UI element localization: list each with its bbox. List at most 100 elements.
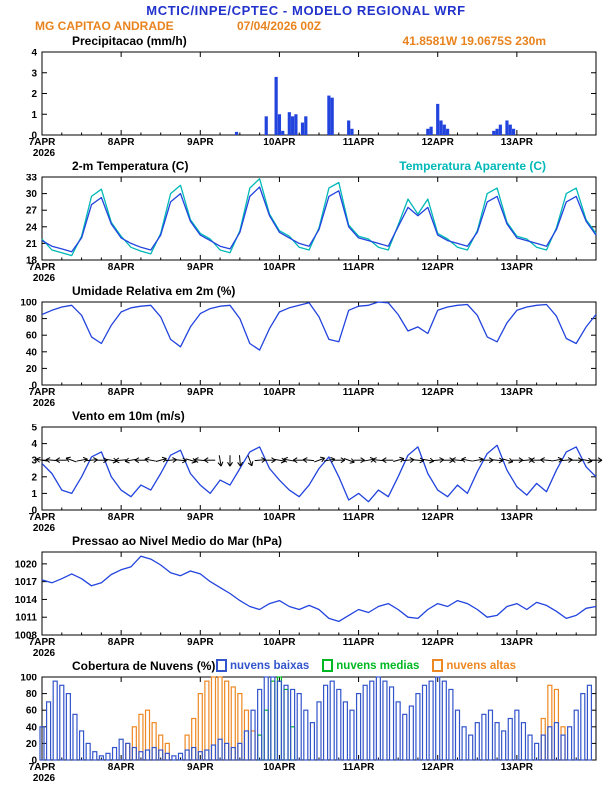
precipitation-plot: 0 1 2 3 4 7APR 8APR 9APR 10APR 11APR 12APR 13APR 202… bbox=[29, 49, 597, 159]
svg-text:0: 0 bbox=[31, 506, 37, 517]
svg-text:27: 27 bbox=[26, 206, 38, 217]
legend-item-mid-clouds: nuvens medias bbox=[322, 659, 419, 672]
svg-text:2026: 2026 bbox=[33, 773, 56, 784]
svg-text:13APR: 13APR bbox=[501, 637, 534, 648]
svg-text:9APR: 9APR bbox=[187, 762, 214, 773]
svg-text:7APR: 7APR bbox=[29, 387, 56, 398]
panel-precipitation-title: Precipitacao (mm/h) bbox=[72, 34, 187, 48]
svg-text:9APR: 9APR bbox=[187, 637, 214, 648]
svg-text:0: 0 bbox=[31, 756, 37, 767]
panel-pressure-title: Pressao ao Nivel Medio do Mar (hPa) bbox=[72, 534, 283, 548]
svg-text:7APR: 7APR bbox=[29, 262, 56, 273]
svg-text:3: 3 bbox=[31, 456, 37, 467]
location-label: 41.8581W 19.0675S 230m bbox=[402, 34, 546, 48]
svg-text:12APR: 12APR bbox=[422, 387, 455, 398]
panel-temperature-header: 2-m Temperatura (C) Temperatura Aparente… bbox=[0, 159, 612, 174]
apparent-temperature-label: Temperatura Aparente (C) bbox=[399, 159, 546, 173]
header-subtitle-row: MG CAPITAO ANDRADE 07/04/2026 00Z bbox=[0, 18, 612, 34]
svg-text:100: 100 bbox=[20, 299, 37, 309]
svg-text:0: 0 bbox=[31, 131, 37, 142]
svg-text:13APR: 13APR bbox=[501, 137, 534, 148]
svg-text:4: 4 bbox=[31, 439, 37, 450]
svg-text:2026: 2026 bbox=[33, 523, 56, 534]
svg-text:2: 2 bbox=[31, 472, 37, 483]
svg-text:24: 24 bbox=[26, 222, 38, 233]
svg-text:8APR: 8APR bbox=[108, 262, 135, 273]
humidity-plot: 0 20 40 60 80 100 7APR 8APR 9APR 10APR 11APR 12APR 1… bbox=[20, 299, 597, 409]
legend-item-high-clouds: nuvens altas bbox=[432, 659, 516, 672]
svg-text:8APR: 8APR bbox=[108, 137, 135, 148]
svg-text:4: 4 bbox=[31, 49, 37, 59]
svg-text:12APR: 12APR bbox=[422, 137, 455, 148]
panel-clouds-title: Cobertura de Nuvens (%) bbox=[72, 659, 216, 673]
legend-label-mid-clouds: nuvens medias bbox=[336, 659, 420, 672]
svg-text:8APR: 8APR bbox=[108, 387, 135, 398]
svg-text:20: 20 bbox=[26, 739, 38, 750]
svg-text:8APR: 8APR bbox=[108, 762, 135, 773]
svg-text:33: 33 bbox=[26, 174, 38, 184]
svg-text:1: 1 bbox=[31, 110, 37, 121]
svg-text:13APR: 13APR bbox=[501, 762, 534, 773]
svg-text:10APR: 10APR bbox=[263, 512, 296, 523]
svg-text:9APR: 9APR bbox=[187, 137, 214, 148]
pressure-plot: 1008 1011 1014 1017 1020 7APR 8APR 9APR 10APR 11A… bbox=[15, 551, 597, 659]
svg-text:5: 5 bbox=[31, 424, 37, 434]
svg-text:2026: 2026 bbox=[33, 273, 56, 284]
svg-text:11APR: 11APR bbox=[343, 387, 375, 398]
svg-text:10APR: 10APR bbox=[263, 762, 296, 773]
svg-text:1017: 1017 bbox=[15, 577, 38, 588]
panel-wind-header: Vento em 10m (m/s) bbox=[0, 409, 612, 424]
panel-precipitation-header: Precipitacao (mm/h) 41.8581W 19.0675S 23… bbox=[0, 34, 612, 49]
svg-text:12APR: 12APR bbox=[422, 762, 455, 773]
svg-text:1014: 1014 bbox=[15, 595, 38, 606]
header: MCTIC/INPE/CPTEC - MODELO REGIONAL WRF M… bbox=[0, 0, 612, 34]
panel-temperature-title: 2-m Temperatura (C) bbox=[72, 159, 189, 173]
legend-item-low-clouds: nuvens baixas bbox=[216, 659, 309, 672]
high-clouds-swatch-icon bbox=[432, 659, 444, 672]
station-name: MG CAPITAO ANDRADE bbox=[35, 19, 174, 33]
svg-text:10APR: 10APR bbox=[263, 637, 296, 648]
svg-text:8APR: 8APR bbox=[108, 512, 135, 523]
svg-text:0: 0 bbox=[31, 381, 37, 392]
svg-text:2026: 2026 bbox=[33, 148, 56, 159]
page-title: MCTIC/INPE/CPTEC - MODELO REGIONAL WRF bbox=[146, 3, 466, 18]
legend-label-high-clouds: nuvens altas bbox=[446, 659, 517, 672]
panel-humidity-title: Umidade Relativa em 2m (%) bbox=[72, 284, 236, 298]
svg-text:40: 40 bbox=[26, 722, 38, 733]
temperature-plot: 18 21 24 27 30 33 7APR 8APR 9APR 10APR 11APR 12APR 1… bbox=[26, 174, 597, 284]
svg-text:11APR: 11APR bbox=[343, 637, 375, 648]
svg-text:1011: 1011 bbox=[15, 613, 37, 624]
svg-text:11APR: 11APR bbox=[343, 512, 375, 523]
panel-clouds-header: Cobertura de Nuvens (%) nuvens baixas nu… bbox=[0, 659, 612, 674]
wind-plot: 0 1 2 3 4 5 7APR 8APR 9APR 10APR 11APR 12APR 13APR 20… bbox=[29, 424, 603, 534]
svg-text:21: 21 bbox=[26, 239, 38, 250]
svg-text:8APR: 8APR bbox=[108, 637, 135, 648]
svg-text:13APR: 13APR bbox=[501, 262, 534, 273]
svg-text:9APR: 9APR bbox=[187, 262, 214, 273]
panel-humidity-header: Umidade Relativa em 2m (%) bbox=[0, 284, 612, 299]
svg-text:2026: 2026 bbox=[33, 398, 56, 409]
svg-text:12APR: 12APR bbox=[422, 512, 455, 523]
svg-text:30: 30 bbox=[26, 189, 38, 200]
run-datetime: 07/04/2026 00Z bbox=[237, 19, 322, 33]
svg-text:7APR: 7APR bbox=[29, 137, 56, 148]
svg-text:2026: 2026 bbox=[33, 648, 56, 659]
svg-text:60: 60 bbox=[26, 706, 38, 717]
cloud-cover-plot: 0 20 40 60 80 100 7APR 8APR 9APR 10APR 11APR 12APR 1… bbox=[20, 674, 597, 784]
svg-text:9APR: 9APR bbox=[187, 387, 214, 398]
svg-text:10APR: 10APR bbox=[263, 262, 296, 273]
svg-text:11APR: 11APR bbox=[343, 137, 375, 148]
svg-text:13APR: 13APR bbox=[501, 387, 534, 398]
svg-text:80: 80 bbox=[26, 314, 38, 325]
svg-text:12APR: 12APR bbox=[422, 262, 455, 273]
svg-text:10APR: 10APR bbox=[263, 137, 296, 148]
svg-text:11APR: 11APR bbox=[343, 262, 375, 273]
mid-clouds-swatch-icon bbox=[322, 659, 334, 672]
svg-text:10APR: 10APR bbox=[263, 387, 296, 398]
svg-text:11APR: 11APR bbox=[343, 762, 375, 773]
svg-text:2: 2 bbox=[31, 89, 37, 100]
panel-wind: Vento em 10m (m/s) 0 1 2 3 4 5 7APR 8APR 9APR 10A… bbox=[0, 409, 612, 534]
panel-humidity: Umidade Relativa em 2m (%) 0 20 40 60 80 100 7… bbox=[0, 284, 612, 409]
legend-label-low-clouds: nuvens baixas bbox=[230, 659, 310, 672]
